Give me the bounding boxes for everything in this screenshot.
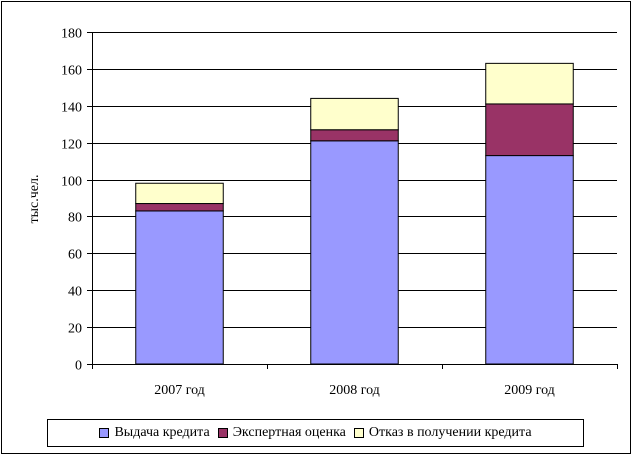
bar-segment-3 bbox=[310, 97, 399, 131]
y-tick-label: 140 bbox=[61, 101, 82, 116]
legend: Выдача кредита Экспертная оценка Отказ в п… bbox=[47, 419, 584, 447]
legend-label: Экспертная оценка bbox=[232, 425, 346, 440]
y-tick-label: 0 bbox=[75, 359, 82, 374]
bars bbox=[135, 62, 574, 365]
x-axis-ticks: 2007 год 2008 год 2009 год bbox=[92, 364, 618, 398]
axes bbox=[92, 32, 617, 365]
legend-item-1: Выдача кредита bbox=[99, 425, 210, 441]
legend-label: Отказ в получении кредита bbox=[368, 425, 532, 440]
x-tick-label: 2008 год bbox=[329, 383, 380, 398]
x-tick-label: 2007 год bbox=[154, 383, 205, 398]
bar-segment-1 bbox=[310, 140, 399, 365]
legend-label: Выдача кредита bbox=[114, 425, 210, 440]
bar-segment-2 bbox=[135, 203, 224, 212]
bar-segment-3 bbox=[135, 182, 224, 205]
y-tick-label: 80 bbox=[68, 211, 82, 226]
bar-segment-1 bbox=[135, 210, 224, 365]
y-axis-title: тыс.чел. bbox=[27, 175, 42, 224]
bar-segment-2 bbox=[310, 129, 399, 142]
legend-swatch bbox=[99, 428, 110, 438]
bar-segment-2 bbox=[485, 103, 574, 157]
legend-swatch bbox=[353, 428, 364, 438]
y-tick-label: 160 bbox=[61, 64, 82, 79]
legend-swatch bbox=[217, 428, 228, 438]
bar-segment-1 bbox=[485, 155, 574, 365]
y-tick-label: 60 bbox=[68, 248, 82, 263]
y-tick-label: 20 bbox=[68, 322, 82, 337]
y-axis-ticks: 0 20 40 60 80 100 120 140 160 180 bbox=[61, 27, 92, 374]
legend-item-2: Экспертная оценка bbox=[217, 425, 346, 441]
y-tick-label: 100 bbox=[61, 175, 82, 190]
legend-item-3: Отказ в получении кредита bbox=[353, 425, 532, 441]
y-tick-label: 40 bbox=[68, 285, 82, 300]
y-tick-label: 180 bbox=[61, 27, 82, 42]
bar-segment-3 bbox=[485, 62, 574, 105]
y-tick-label: 120 bbox=[61, 138, 82, 153]
x-tick-label: 2009 год bbox=[504, 383, 555, 398]
